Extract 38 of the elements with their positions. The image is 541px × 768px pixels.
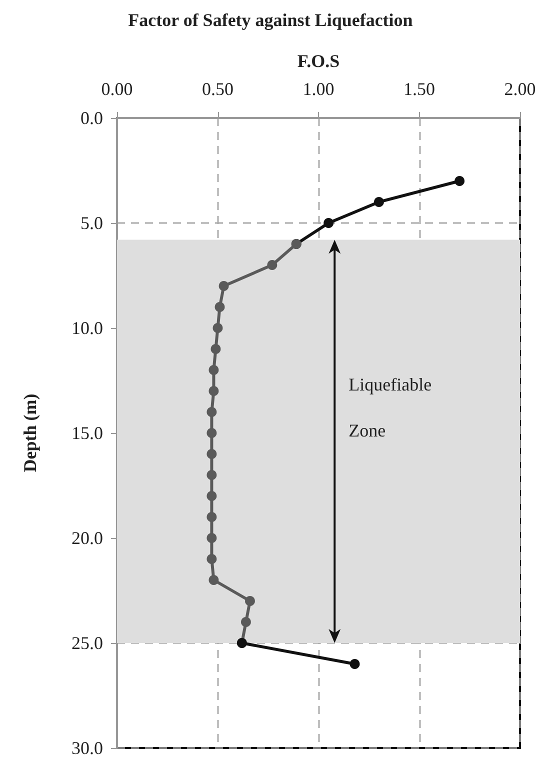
y-tick-label: 5.0	[80, 213, 103, 233]
point	[454, 176, 465, 186]
point	[206, 470, 217, 480]
point	[267, 260, 278, 270]
point	[206, 554, 217, 564]
x-tick-label: 0.00	[101, 79, 133, 99]
point	[208, 575, 219, 585]
x-tick-label: 2.00	[504, 79, 536, 99]
y-tick-label: 0.0	[80, 108, 103, 128]
y-tick-label: 10.0	[72, 318, 103, 338]
x-tick-label: 1.00	[302, 79, 334, 99]
point	[206, 533, 217, 543]
point	[218, 281, 229, 291]
point	[350, 659, 360, 669]
y-axis-title: Depth (m)	[20, 394, 40, 472]
point	[208, 365, 219, 375]
text: Liquefiable Zone	[348, 374, 432, 440]
y-tick-label: 20.0	[72, 528, 103, 548]
point	[206, 449, 217, 459]
point	[245, 596, 255, 606]
chart-title: Factor of Safety against Liquefaction	[128, 10, 413, 30]
point	[206, 428, 217, 438]
point	[210, 344, 221, 354]
point	[206, 407, 217, 417]
point	[324, 218, 334, 228]
point	[206, 491, 217, 501]
y-tick-label: 25.0	[72, 633, 103, 653]
x-tick-label: 1.50	[404, 79, 435, 99]
point	[212, 323, 223, 333]
x-axis-title: F.O.S	[297, 51, 340, 71]
point	[240, 617, 251, 627]
point	[374, 197, 384, 207]
y-tick-label: 30.0	[72, 738, 103, 758]
point	[214, 302, 225, 312]
y-tick-label: 15.0	[72, 423, 103, 443]
point	[206, 512, 217, 522]
x-tick-label: 0.50	[202, 79, 234, 99]
point	[208, 386, 219, 396]
